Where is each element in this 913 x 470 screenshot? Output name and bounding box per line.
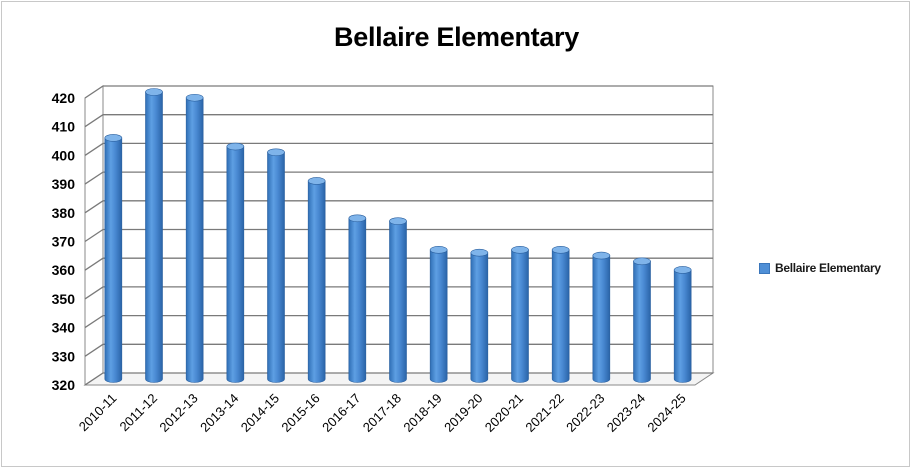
bar (104, 134, 123, 383)
legend-label: Bellaire Elementary (775, 261, 881, 275)
bar (673, 266, 692, 383)
y-axis-ticks: 320 330 340 350 360 370 380 390 400 410 420 (52, 90, 76, 393)
bar (633, 257, 651, 383)
x-tick-label: 2021-22 (522, 391, 566, 435)
gridline (84, 286, 713, 300)
bar (348, 214, 367, 383)
x-tick-label: 2019-20 (441, 391, 485, 435)
bar (511, 246, 529, 383)
y-tick-label: 320 (52, 377, 76, 393)
y-tick-label: 360 (52, 262, 76, 278)
bar (307, 177, 326, 383)
gridline (84, 142, 713, 156)
gridline (84, 200, 713, 214)
chart-title: Bellaire Elementary (334, 22, 579, 52)
x-tick-label: 2012-13 (156, 391, 200, 435)
x-tick-label: 2022-23 (563, 391, 607, 435)
y-tick-label: 350 (52, 291, 76, 307)
bar (145, 88, 163, 383)
legend: Bellaire Elementary (759, 261, 881, 275)
bar (592, 251, 611, 383)
gridline (84, 228, 713, 243)
x-tick-label: 2017-18 (360, 391, 404, 435)
y-tick-label: 410 (52, 119, 76, 135)
x-tick-label: 2011-12 (116, 391, 160, 435)
bars (104, 88, 692, 383)
x-tick-label: 2024-25 (644, 391, 688, 435)
gridline (84, 114, 713, 128)
legend-swatch (759, 262, 770, 274)
gridlines (84, 85, 713, 386)
y-tick-label: 370 (52, 234, 76, 250)
x-tick-label: 2018-19 (400, 391, 444, 435)
y-tick-label: 340 (52, 320, 76, 336)
gridline (84, 372, 713, 386)
bar (429, 246, 448, 383)
x-tick-label: 2015-16 (278, 391, 322, 435)
bar (185, 93, 204, 383)
gridline (84, 314, 713, 329)
x-tick-label: 2020-21 (482, 391, 526, 435)
bar (551, 246, 570, 383)
y-tick-label: 330 (52, 348, 76, 364)
bar (389, 217, 407, 383)
x-axis-ticks: 2010-112011-122012-132013-142014-152015-… (76, 391, 689, 435)
x-tick-label: 2014-15 (238, 391, 282, 435)
x-tick-label: 2010-11 (76, 391, 120, 435)
y-tick-label: 400 (52, 147, 76, 163)
y-tick-label: 420 (52, 90, 76, 106)
bar (267, 148, 285, 383)
bar (470, 248, 489, 383)
gridline (84, 85, 713, 99)
gridline (84, 343, 713, 357)
gridline (84, 257, 713, 271)
x-tick-label: 2016-17 (319, 391, 363, 435)
x-tick-label: 2023-24 (604, 391, 648, 435)
y-tick-label: 380 (52, 205, 76, 221)
bar (226, 142, 245, 383)
x-tick-label: 2013-14 (197, 391, 241, 435)
y-tick-label: 390 (52, 176, 76, 192)
gridline (84, 171, 713, 185)
